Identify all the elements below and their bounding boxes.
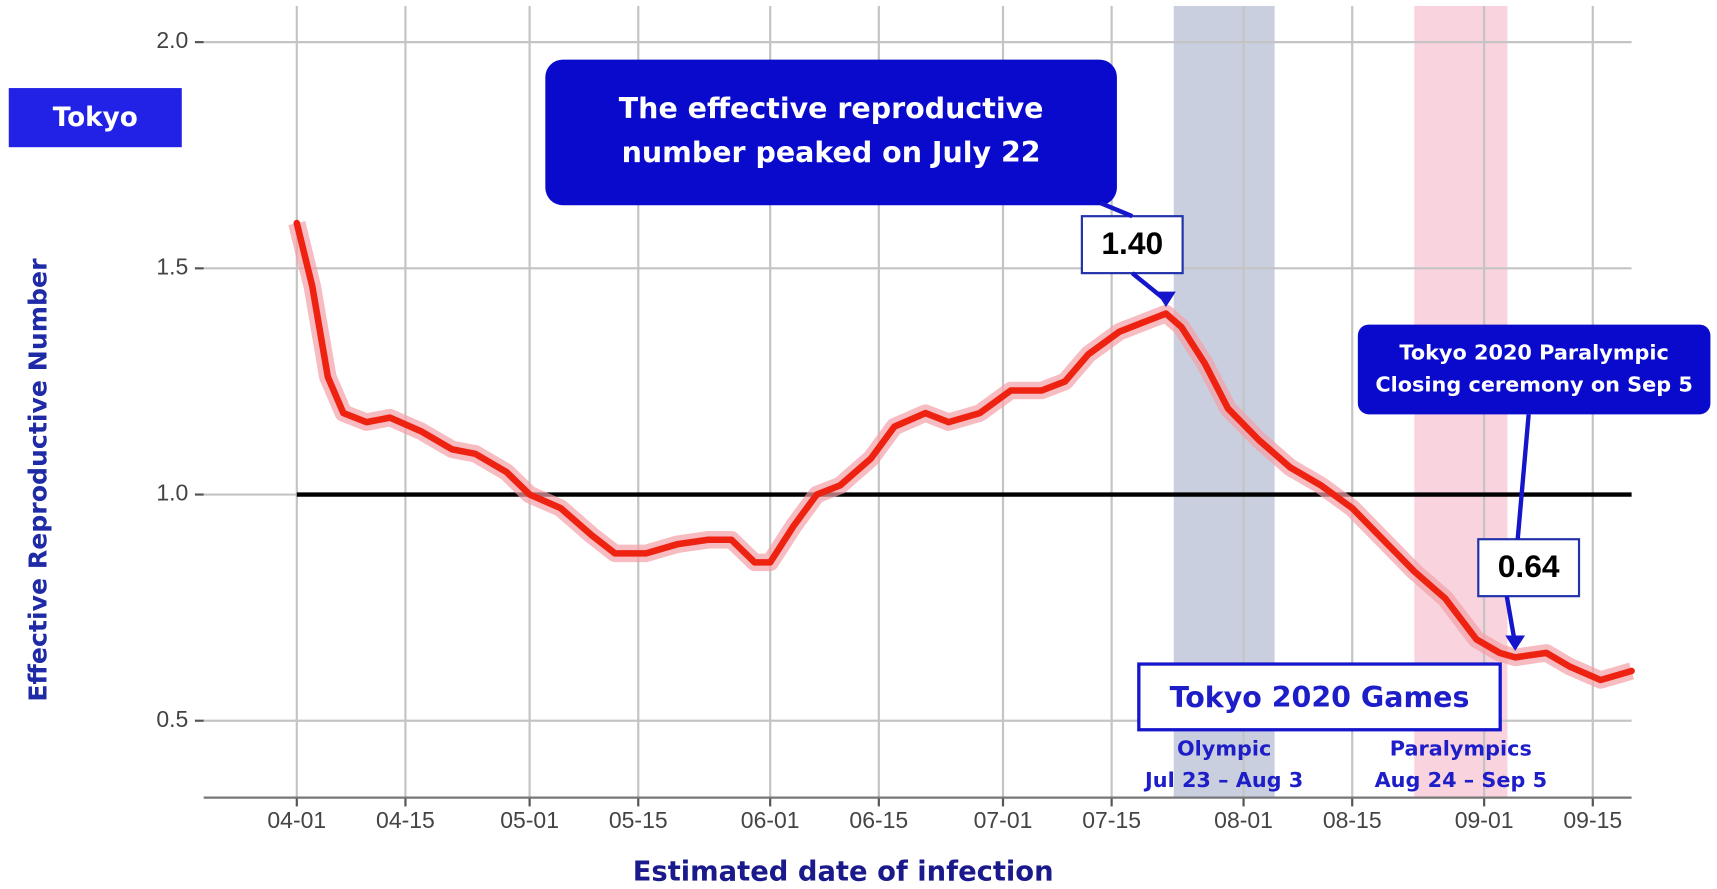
band-dates: Jul 23 – Aug 3 [1143,768,1303,792]
band-title: Paralympics [1390,736,1532,760]
value-label: 1.40 [1101,225,1163,261]
y-axis-title: Effective Reproductive Number [23,258,52,702]
pointer-head [1156,291,1176,308]
x-axis-title: Estimated date of infection [633,857,1054,888]
value-label: 0.64 [1498,548,1560,584]
callout-text: The effective reproductive number peaked … [619,92,1044,169]
x-tick-label: 07-15 [1082,807,1141,833]
y-tick-label: 0.5 [156,706,188,732]
games-label: Tokyo 2020 Games [1170,681,1470,714]
callout-text: Tokyo 2020 Paralympic Closing ceremony on… [1375,340,1693,396]
band-dates: Aug 24 – Sep 5 [1375,768,1548,792]
region-box [8,88,182,148]
x-tick-label: 09-01 [1455,807,1514,833]
x-tick-label: 08-01 [1214,807,1273,833]
x-tick-label: 09-15 [1563,807,1622,833]
x-tick-label: 06-15 [849,807,908,833]
x-tick-label: 08-15 [1323,807,1382,833]
band-title: Olympic [1177,736,1271,760]
region-label: Tokyo [53,103,138,133]
value-box [1477,538,1581,598]
y-tick-label: 1.5 [156,253,188,279]
series-line [293,219,1635,684]
x-tick-label: 06-01 [741,807,800,833]
callout-box [545,59,1117,206]
games-box [1137,662,1502,732]
x-tick-label: 04-01 [267,807,326,833]
callout-arrow [1099,201,1134,219]
y-tick-label: 1.0 [156,480,188,506]
x-tick-label: 05-15 [609,807,668,833]
x-tick-label: 07-01 [974,807,1033,833]
lines [288,219,1635,689]
pointer-head [1505,635,1526,651]
x-tick-label: 04-15 [376,807,435,833]
x-tick-label: 05-01 [500,807,559,833]
callout-arrow [1515,414,1531,540]
callout-box [1357,324,1711,415]
y-tick-label: 2.0 [156,27,188,53]
